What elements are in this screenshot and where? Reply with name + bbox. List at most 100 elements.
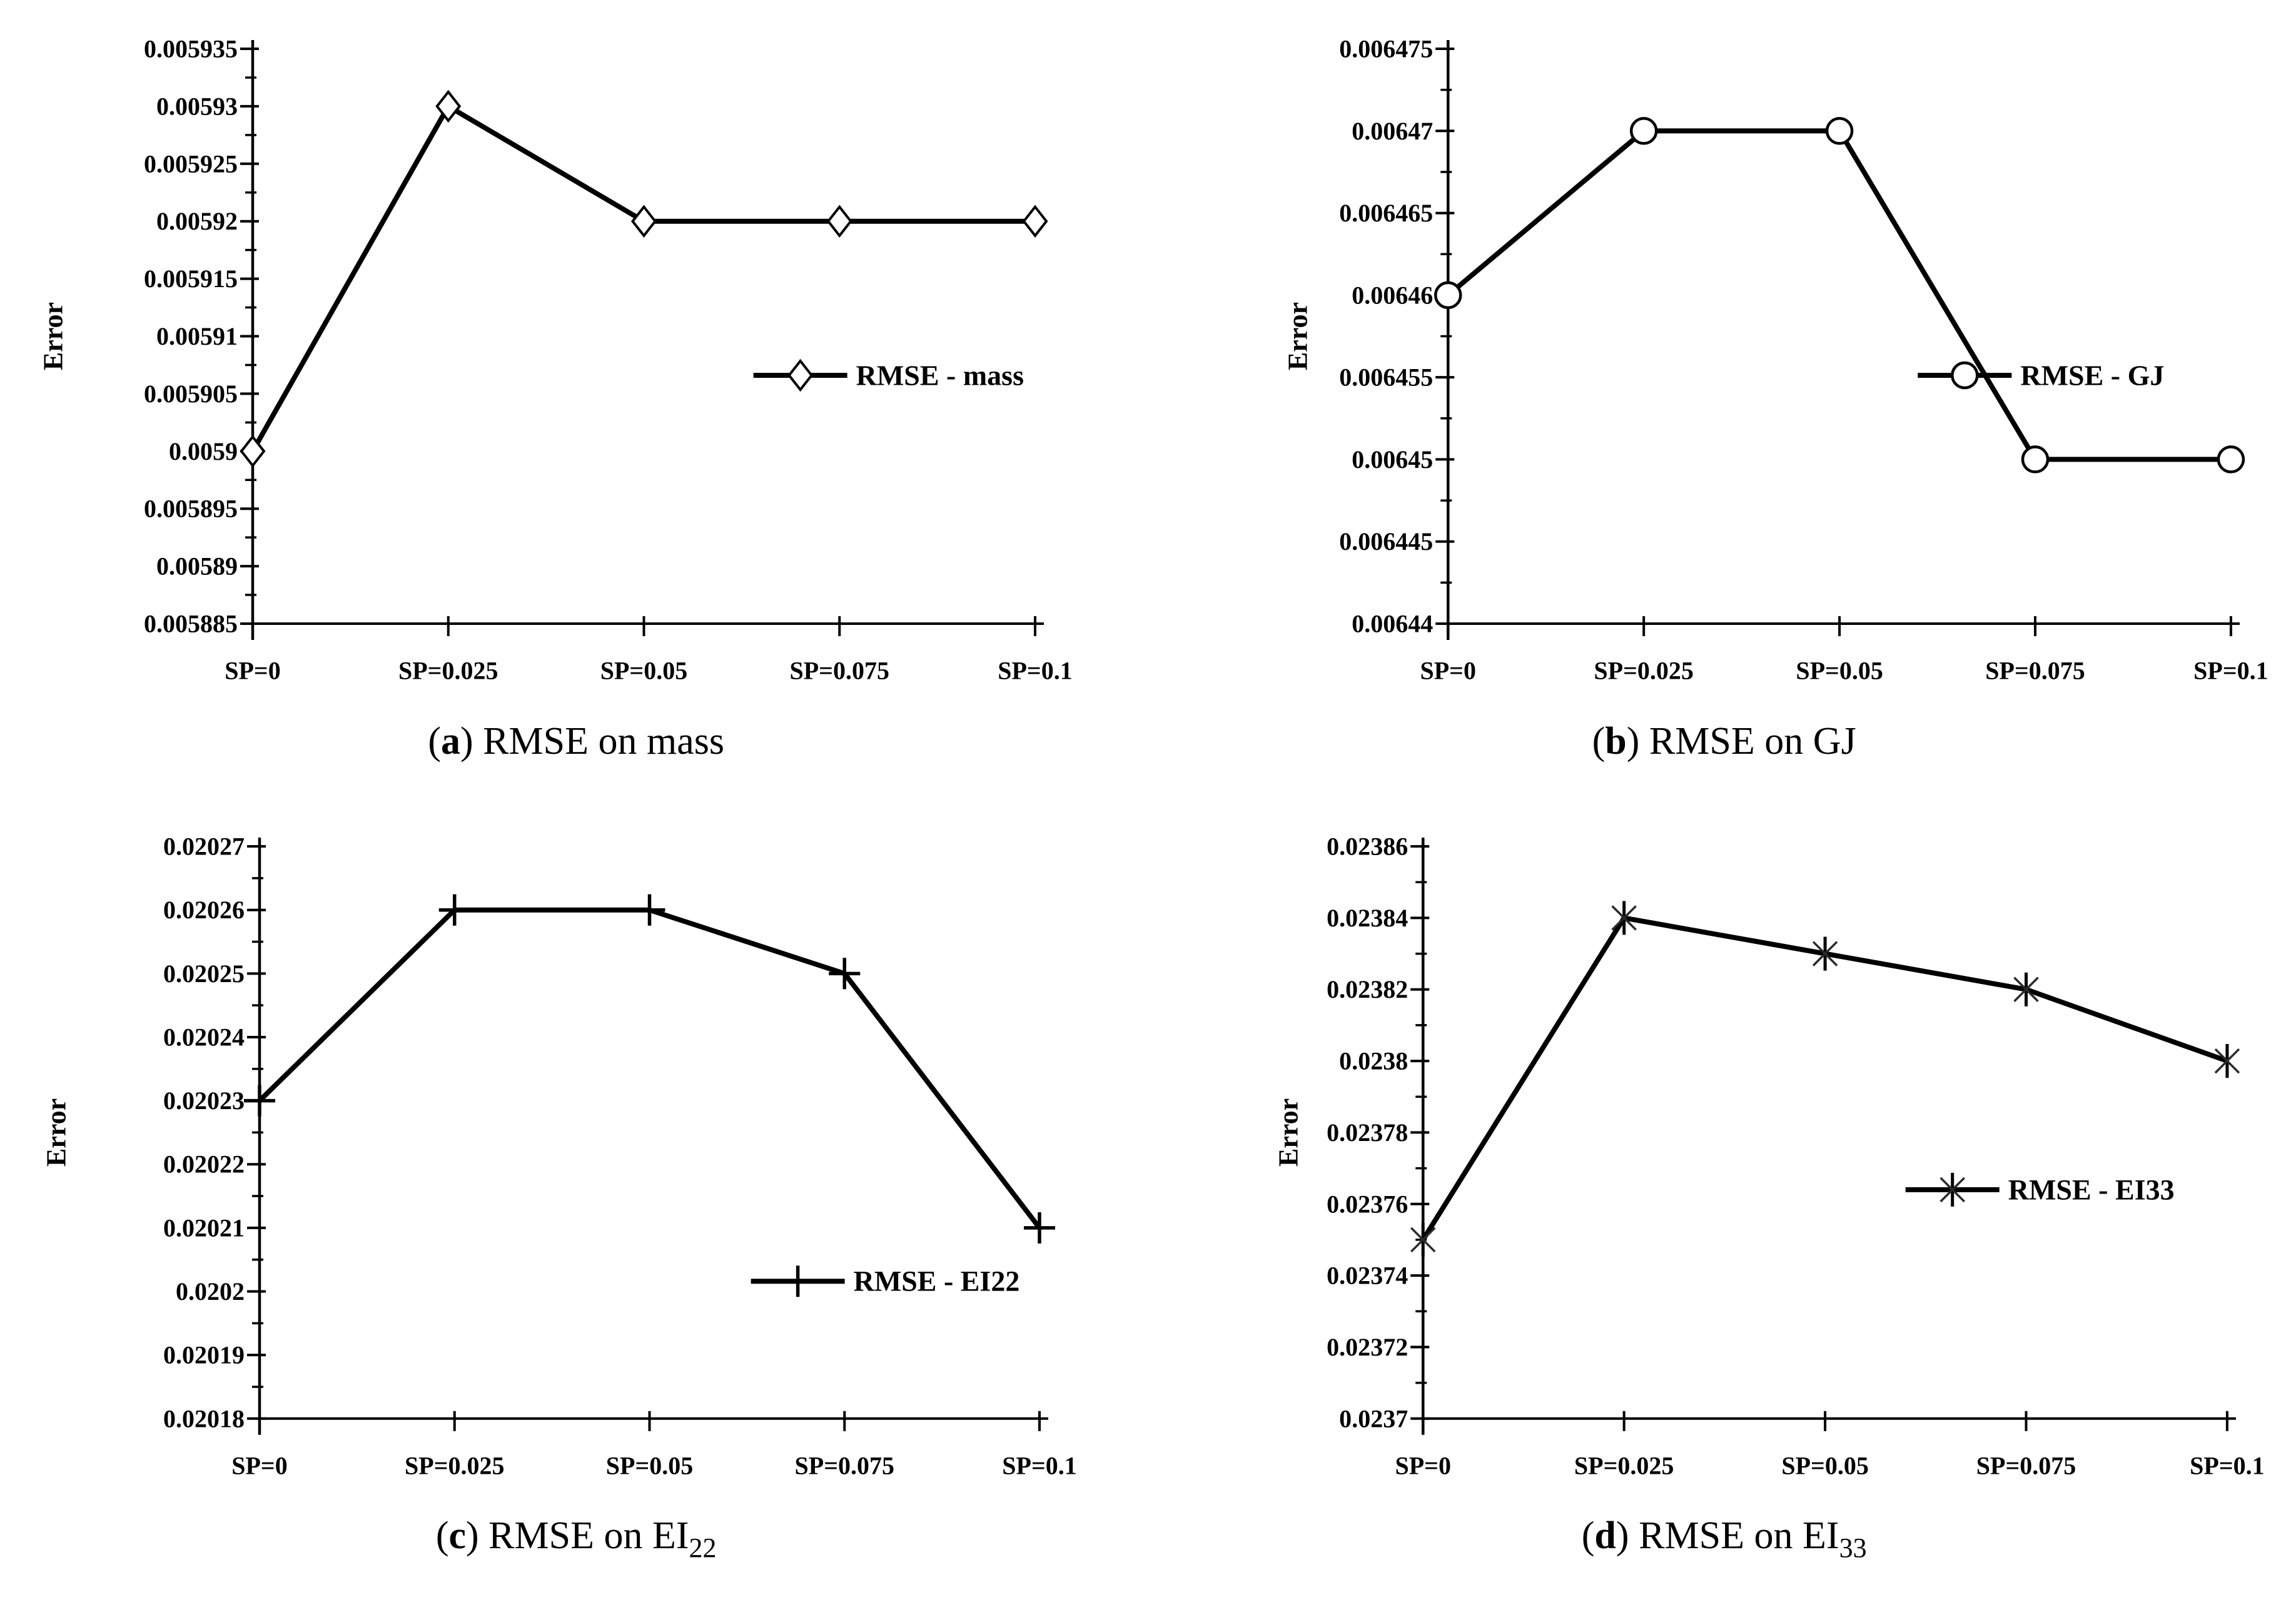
y-tick-label: 0.02022 — [163, 1150, 245, 1179]
diamond-marker-icon — [240, 435, 266, 468]
data-point-marker — [1611, 901, 1637, 935]
data-point-marker — [2217, 445, 2245, 474]
data-point-marker — [630, 205, 657, 238]
x-tick-label: SP=0.075 — [1985, 657, 2085, 685]
legend-marker — [782, 1265, 814, 1297]
x-tick-label: SP=0.1 — [2190, 1451, 2265, 1479]
x-tick-label: SP=0.1 — [1002, 1451, 1076, 1479]
data-point-marker — [438, 894, 470, 926]
y-tick-label: 0.00592 — [156, 207, 238, 235]
y-tick-label: 0.005935 — [144, 35, 238, 63]
data-point-marker — [1434, 281, 1462, 310]
data-line — [258, 907, 1042, 1230]
x-tick-label: SP=0.1 — [2193, 657, 2268, 685]
y-tick-label: 0.02382 — [1327, 975, 1408, 1003]
chart-panel-c: 0.02018 0.02019 0.0202 0.02021 0.02022 0.0202… — [0, 798, 1148, 1597]
y-tick-label: 0.00589 — [156, 552, 238, 580]
x-tick-label: SP=0 — [1395, 1451, 1451, 1479]
y-tick-label: 0.02027 — [163, 833, 245, 861]
y-tick-label: 0.0202 — [176, 1277, 245, 1305]
star-marker-diagonals — [2013, 976, 2039, 1002]
data-point-marker — [1812, 936, 1838, 971]
data-point-marker — [2021, 445, 2050, 474]
y-axis-title: Error — [1273, 1098, 1304, 1167]
y-tick-label: 0.00646 — [1352, 281, 1433, 309]
y-tick-label: 0.02372 — [1327, 1333, 1408, 1361]
circle-marker-icon — [1951, 361, 1979, 390]
x-tick-label: SP=0 — [1420, 657, 1477, 685]
y-tick-label: 0.00593 — [156, 92, 238, 120]
circle-marker-icon — [1825, 117, 1854, 145]
legend-label: RMSE - GJ — [2020, 359, 2164, 391]
y-tick-label: 0.006455 — [1339, 363, 1433, 392]
y-tick-label: 0.02026 — [163, 896, 245, 924]
circle-marker-icon — [2217, 445, 2245, 474]
data-point-marker — [826, 205, 852, 238]
diamond-marker-icon — [1022, 205, 1048, 238]
x-tick-label: SP=0.075 — [795, 1451, 894, 1479]
data-point-marker — [634, 894, 665, 926]
data-point-marker — [1629, 117, 1658, 145]
y-tick-label: 0.005915 — [144, 265, 238, 293]
y-tick-label: 0.0238 — [1339, 1047, 1408, 1075]
legend-label: RMSE - EI33 — [2008, 1174, 2175, 1205]
plus-marker-icon — [1024, 1212, 1055, 1244]
legend-marker — [1939, 1172, 1965, 1207]
x-tick-label: SP=0.025 — [1594, 657, 1694, 685]
y-tick-label: 0.005905 — [144, 380, 238, 408]
data-point-marker — [244, 1085, 275, 1117]
y-tick-label: 0.005885 — [144, 610, 238, 638]
y-tick-label: 0.02025 — [163, 960, 245, 988]
y-tick-label: 0.02024 — [163, 1023, 245, 1051]
star-marker-diagonals — [1939, 1177, 1965, 1203]
y-axis-title: Error — [38, 302, 69, 370]
x-tick-label: SP=0.1 — [998, 657, 1072, 685]
data-point-marker — [240, 435, 266, 468]
star-marker-diagonals — [2214, 1048, 2240, 1074]
plus-marker-icon — [244, 1085, 275, 1117]
data-point-marker — [2013, 972, 2039, 1006]
chart-c: 0.02018 0.02019 0.0202 0.02021 0.02022 0.0202… — [41, 833, 1077, 1563]
y-tick-label: 0.0059 — [169, 437, 238, 465]
y-tick-label: 0.00644 — [1352, 610, 1433, 638]
x-tick-label: SP=0.075 — [790, 657, 889, 685]
legend-label: RMSE - mass — [856, 359, 1024, 391]
circle-marker-icon — [1629, 117, 1658, 145]
star-marker-diagonals — [1410, 1227, 1436, 1253]
y-tick-label: 0.00591 — [156, 322, 238, 350]
y-tick-label: 0.02384 — [1327, 904, 1408, 932]
y-tick-label: 0.006445 — [1339, 527, 1433, 555]
x-tick-label: SP=0 — [225, 657, 280, 685]
y-tick-label: 0.02023 — [163, 1087, 245, 1115]
x-tick-label: SP=0.075 — [1976, 1451, 2076, 1479]
plus-marker-icon — [782, 1265, 814, 1297]
plus-marker-icon — [438, 894, 470, 926]
chart-a: 0.005885 0.00589 0.005895 0.0059 0.005905 0.0… — [38, 35, 1073, 763]
plus-marker-icon — [634, 894, 665, 926]
y-tick-label: 0.006475 — [1339, 35, 1433, 63]
diamond-marker-icon — [826, 205, 852, 238]
diamond-marker-icon — [435, 89, 462, 123]
data-point-marker — [1825, 117, 1854, 145]
plus-marker-icon — [829, 958, 861, 990]
data-point-marker — [829, 958, 861, 990]
panel-caption: (b) RMSE on GJ — [1592, 720, 1856, 763]
y-tick-label: 0.02386 — [1327, 833, 1408, 861]
y-axis-title: Error — [41, 1098, 72, 1167]
x-tick-label: SP=0.05 — [1781, 1451, 1869, 1479]
legend-marker — [787, 358, 814, 392]
data-point-marker — [1024, 1212, 1055, 1244]
y-tick-label: 0.006465 — [1339, 199, 1433, 227]
diamond-marker-icon — [630, 205, 657, 238]
x-tick-label: SP=0.05 — [606, 1451, 693, 1479]
circle-marker-icon — [1434, 281, 1462, 310]
chart-panel-b: 0.00644 0.006445 0.00645 0.006455 0.00646 0.0… — [1148, 0, 2296, 798]
chart-d: 0.0237 0.02372 0.02374 0.02376 0.02378 0.0238… — [1273, 833, 2265, 1563]
data-line — [1446, 128, 2231, 462]
x-tick-label: SP=0.05 — [600, 657, 687, 685]
panel-caption: (a) RMSE on mass — [428, 720, 724, 763]
legend-marker — [1951, 361, 1979, 390]
x-tick-label: SP=0 — [231, 1451, 287, 1479]
y-tick-label: 0.0237 — [1339, 1404, 1408, 1432]
